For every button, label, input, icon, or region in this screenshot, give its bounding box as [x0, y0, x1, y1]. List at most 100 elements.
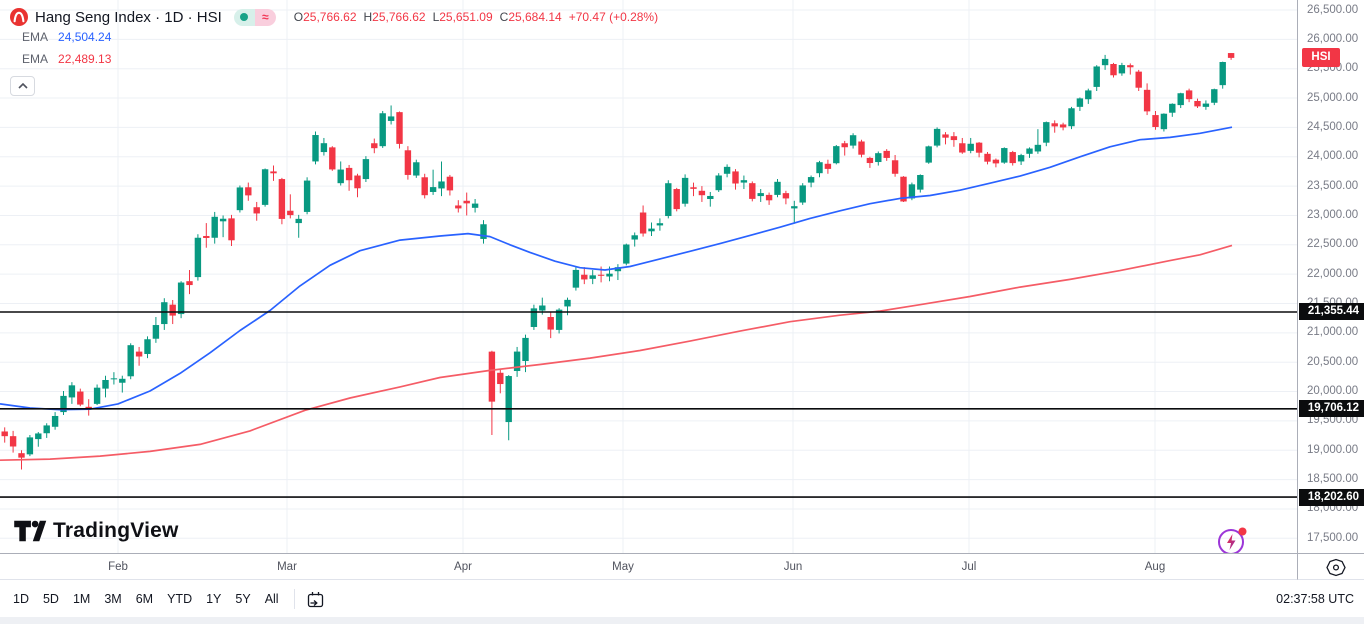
candle-body[interactable] — [833, 146, 840, 164]
candle-body[interactable] — [967, 143, 974, 151]
candle-body[interactable] — [1177, 93, 1184, 106]
candle-body[interactable] — [245, 187, 252, 196]
candle-body[interactable] — [211, 216, 218, 238]
candle-body[interactable] — [51, 415, 59, 427]
candle-body[interactable] — [35, 433, 42, 440]
candle-body[interactable] — [177, 282, 185, 315]
candle-body[interactable] — [1127, 65, 1134, 68]
candle-body[interactable] — [875, 153, 882, 163]
candle-body[interactable] — [287, 210, 294, 216]
candle-body[interactable] — [883, 150, 890, 158]
range-button-3m[interactable]: 3M — [104, 592, 122, 606]
range-button-1y[interactable]: 1Y — [206, 592, 222, 606]
candle-body[interactable] — [1001, 148, 1008, 163]
candle-body[interactable] — [681, 177, 689, 204]
candle-body[interactable] — [841, 143, 848, 148]
candle-body[interactable] — [1068, 108, 1075, 127]
candle-body[interactable] — [933, 128, 941, 146]
candle-body[interactable] — [194, 237, 202, 278]
candle-body[interactable] — [623, 244, 630, 264]
candle-body[interactable] — [1169, 103, 1176, 113]
candle-body[interactable] — [656, 223, 664, 226]
candle-body[interactable] — [614, 267, 622, 272]
candle-body[interactable] — [1118, 65, 1126, 74]
candle-body[interactable] — [43, 425, 50, 434]
candle-body[interactable] — [589, 275, 596, 279]
candle-body[interactable] — [110, 378, 118, 380]
candle-body[interactable] — [530, 308, 538, 327]
candle-body[interactable] — [925, 146, 932, 163]
candle-body[interactable] — [1017, 155, 1025, 162]
candle-body[interactable] — [278, 179, 286, 219]
candle-body[interactable] — [1059, 124, 1067, 128]
candle-body[interactable] — [127, 345, 134, 377]
level-price-chip[interactable]: 18,202.60 — [1299, 488, 1364, 506]
candle-body[interactable] — [1202, 103, 1210, 107]
candle-body[interactable] — [732, 171, 739, 184]
candle-body[interactable] — [270, 171, 277, 174]
range-button-5y[interactable]: 5Y — [235, 592, 251, 606]
candle-body[interactable] — [219, 218, 227, 222]
candle-body[interactable] — [471, 203, 479, 208]
candle-body[interactable] — [1160, 113, 1168, 130]
candle-body[interactable] — [396, 112, 403, 144]
candle-body[interactable] — [505, 376, 512, 423]
candle-body[interactable] — [799, 185, 806, 203]
candle-body[interactable] — [950, 136, 958, 141]
candle-body[interactable] — [765, 194, 773, 201]
candle-body[interactable] — [354, 175, 361, 189]
candle-body[interactable] — [740, 180, 748, 183]
candle-body[interactable] — [1219, 62, 1226, 86]
candle-body[interactable] — [942, 134, 949, 138]
candle-body[interactable] — [984, 153, 991, 162]
candle-body[interactable] — [1143, 89, 1151, 112]
candle-body[interactable] — [253, 207, 260, 214]
candle-body[interactable] — [1211, 89, 1218, 103]
go-to-date-button[interactable] — [303, 587, 329, 611]
collapse-legend-button[interactable] — [10, 76, 35, 96]
candle-body[interactable] — [144, 339, 151, 354]
candle-body[interactable] — [9, 436, 17, 447]
candle-body[interactable] — [908, 184, 916, 199]
candle-body[interactable] — [68, 385, 76, 398]
market-status-pill[interactable]: ≈ — [233, 8, 276, 26]
hsi-price-chip[interactable]: HSI — [1302, 48, 1340, 68]
candle-body[interactable] — [312, 135, 319, 162]
candle-body[interactable] — [337, 169, 344, 184]
candle-body[interactable] — [404, 150, 412, 175]
candle-body[interactable] — [413, 162, 420, 176]
candle-body[interactable] — [690, 187, 697, 189]
candle-body[interactable] — [522, 337, 529, 362]
candle-body[interactable] — [1185, 90, 1193, 100]
candle-body[interactable] — [1085, 90, 1092, 100]
candle-body[interactable] — [379, 113, 386, 147]
candle-body[interactable] — [93, 387, 101, 404]
range-button-all[interactable]: All — [264, 592, 279, 606]
range-button-5d[interactable]: 5D — [42, 592, 59, 606]
candle-body[interactable] — [917, 175, 924, 190]
candle-body[interactable] — [698, 190, 706, 196]
candle-body[interactable] — [639, 212, 647, 234]
candle-body[interactable] — [555, 309, 563, 330]
candle-body[interactable] — [169, 304, 176, 316]
candle-body[interactable] — [581, 274, 588, 280]
candle-body[interactable] — [824, 163, 832, 169]
candle-body[interactable] — [186, 281, 193, 286]
candle-body[interactable] — [421, 177, 428, 196]
instant-details-icon[interactable] — [1298, 554, 1364, 581]
candle-body[interactable] — [959, 143, 966, 153]
symbol-title[interactable]: Hang Seng Index · 1D · HSI — [35, 8, 222, 26]
candle-body[interactable] — [791, 206, 798, 209]
candle-body[interactable] — [891, 160, 899, 174]
candle-body[interactable] — [77, 391, 84, 405]
chart-plot-area[interactable]: TradingView — [0, 0, 1297, 555]
candle-body[interactable] — [429, 187, 437, 192]
ema-fast-line[interactable] — [0, 126, 1233, 411]
candle-body[interactable] — [597, 274, 605, 276]
candle-body[interactable] — [665, 183, 672, 217]
level-price-chip[interactable]: 21,355.44 — [1299, 303, 1364, 321]
candle-body[interactable] — [1034, 144, 1042, 152]
candle-body[interactable] — [782, 193, 790, 199]
tradingview-logo[interactable]: TradingView — [13, 518, 179, 544]
candle-body[interactable] — [539, 305, 546, 311]
